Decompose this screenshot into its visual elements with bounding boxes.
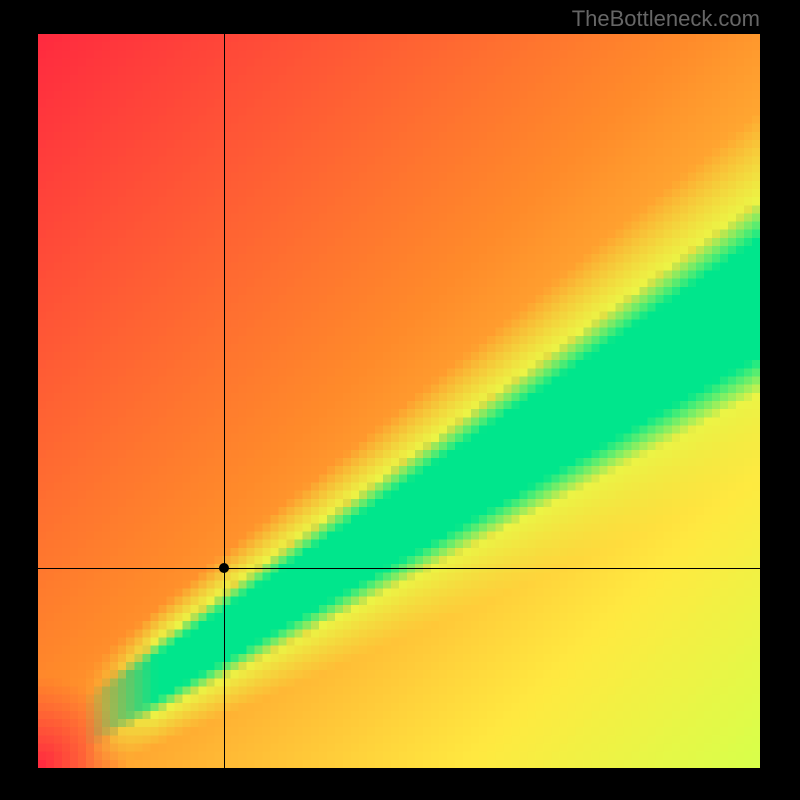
crosshair-vertical	[224, 34, 225, 768]
crosshair-horizontal	[38, 568, 760, 569]
watermark-text: TheBottleneck.com	[572, 6, 760, 32]
heatmap-canvas	[38, 34, 760, 768]
crosshair-marker	[219, 563, 229, 573]
bottleneck-heatmap	[38, 34, 760, 768]
